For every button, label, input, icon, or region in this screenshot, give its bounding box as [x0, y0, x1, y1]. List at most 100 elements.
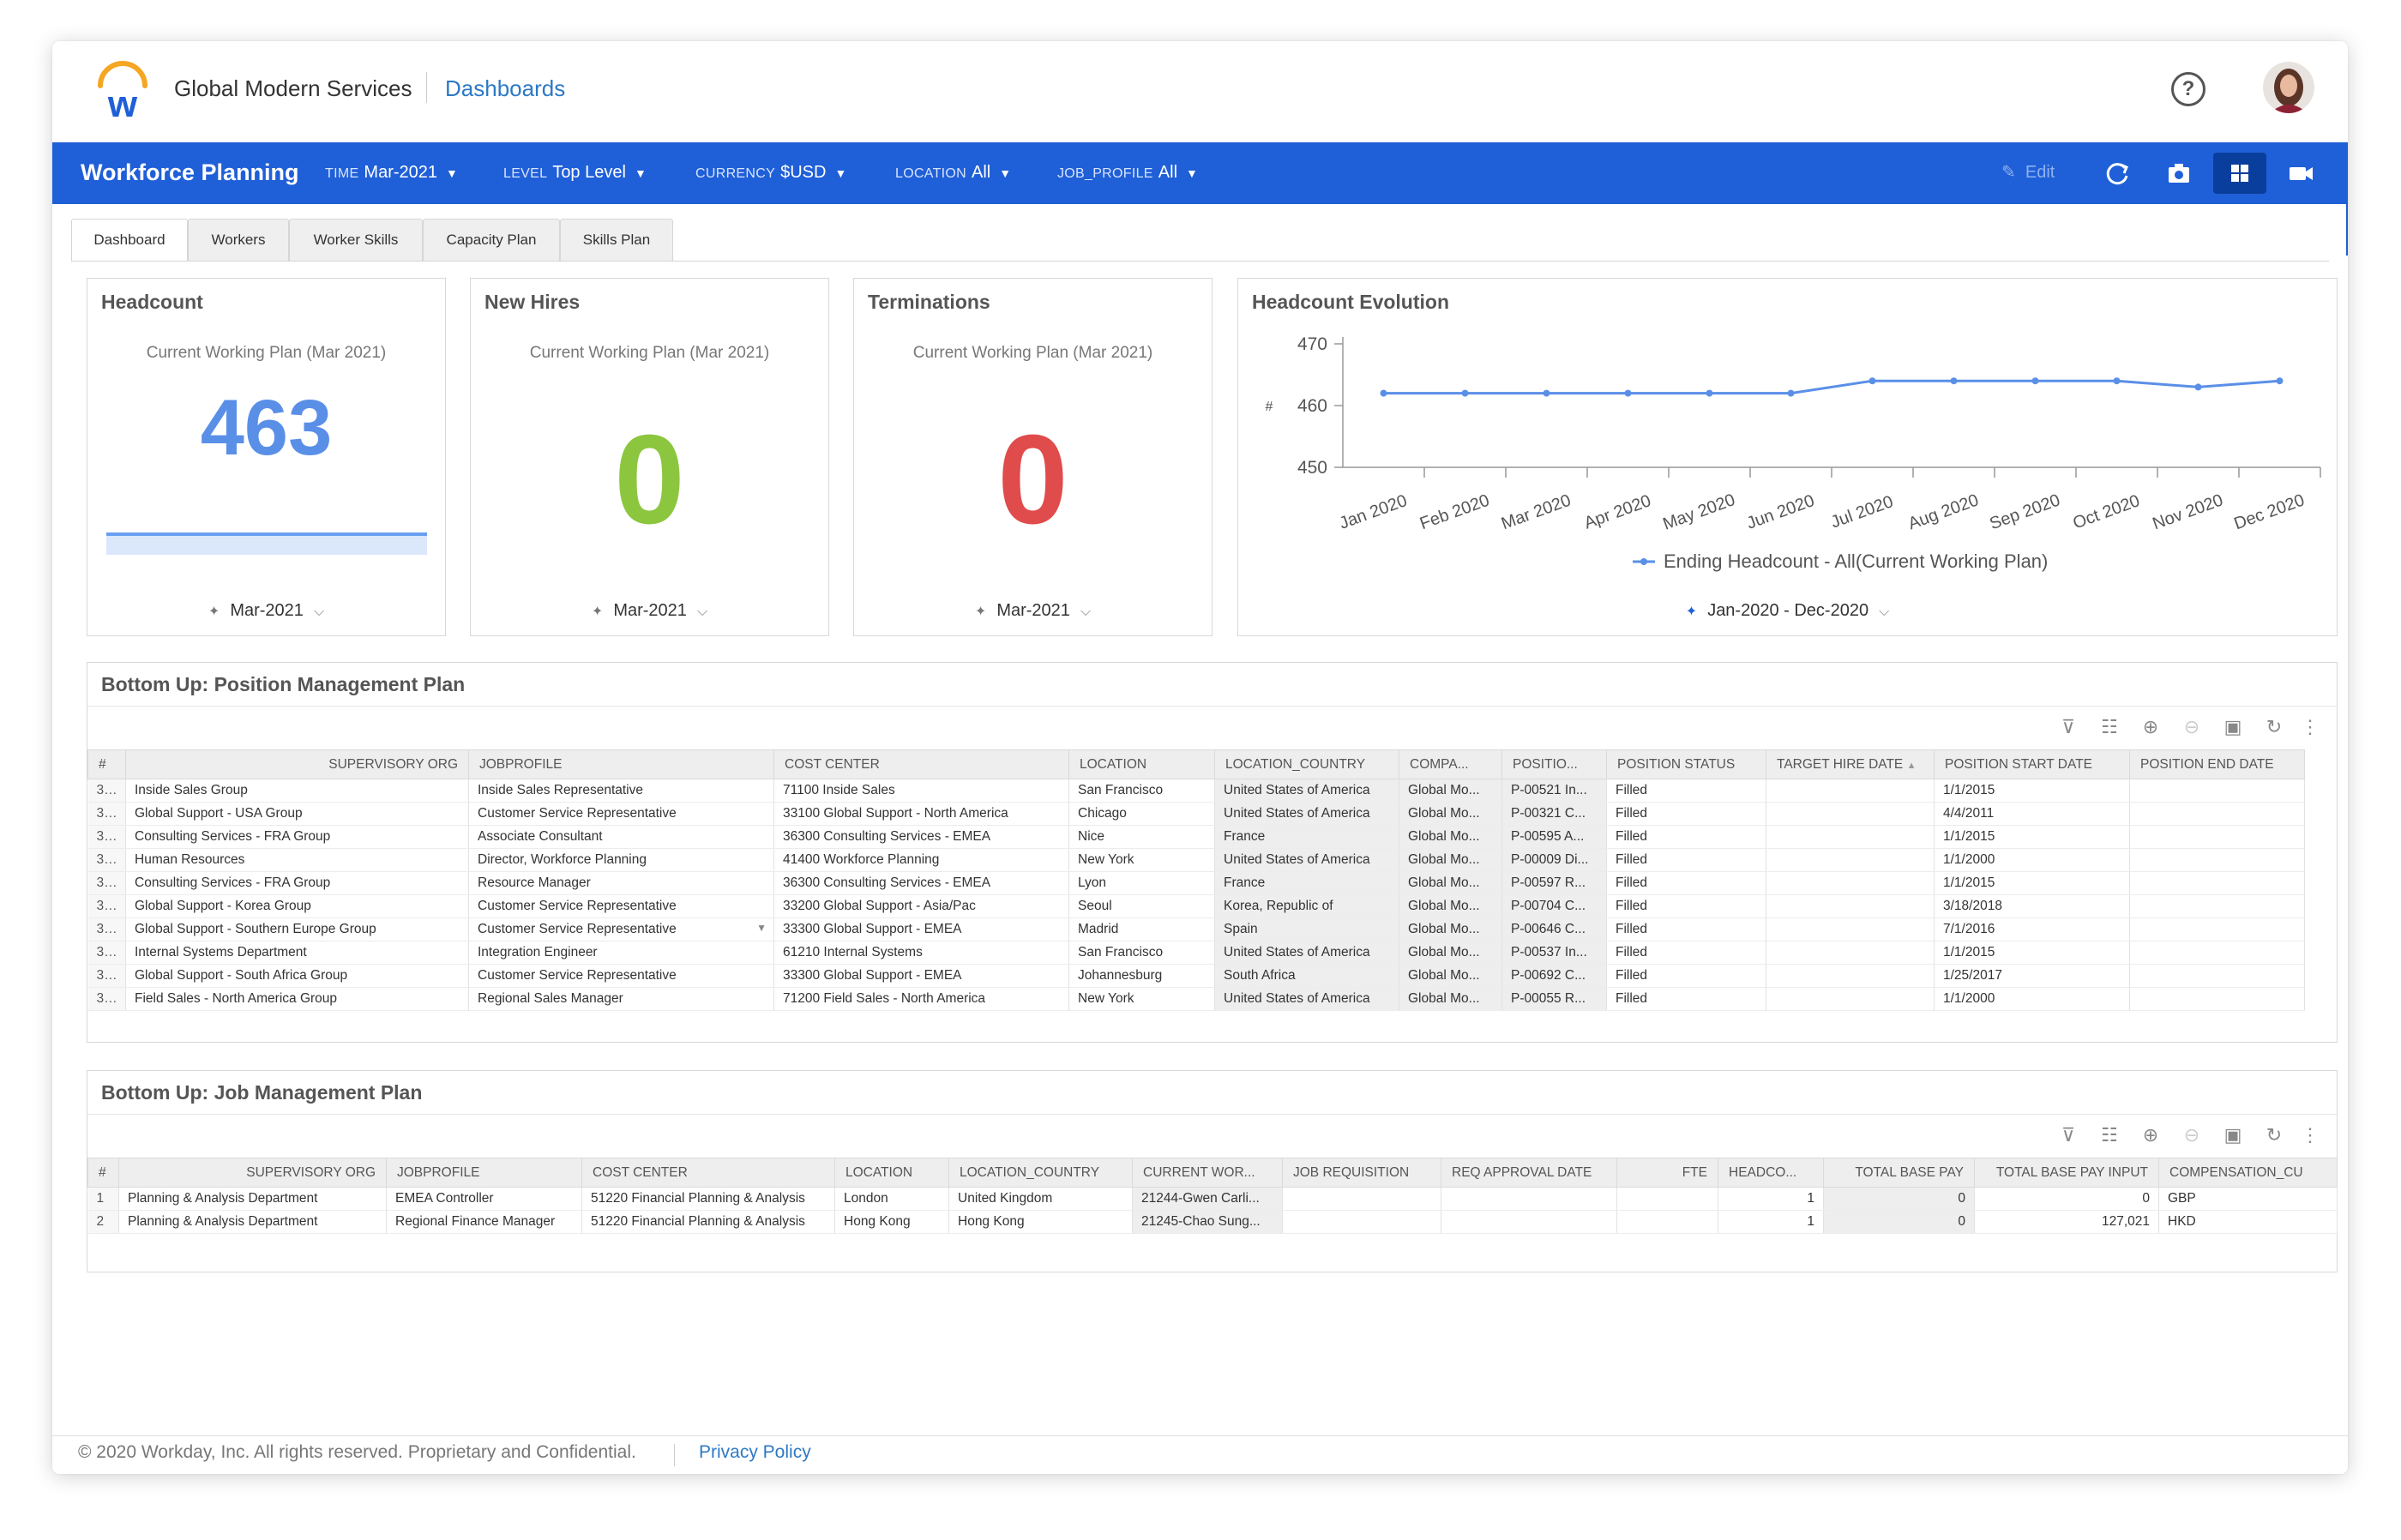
column-header[interactable]: TOTAL BASE PAY INPUT — [1974, 1158, 2159, 1188]
table-cell[interactable]: Madrid — [1068, 917, 1215, 941]
column-header[interactable]: # — [87, 1158, 119, 1188]
table-cell[interactable]: Associate Consultant — [468, 825, 774, 849]
table-cell[interactable] — [2129, 802, 2305, 826]
table-cell[interactable]: San Francisco — [1068, 779, 1215, 803]
period-selector[interactable]: ✦ Mar-2021 ⌵ — [87, 601, 445, 621]
table-cell[interactable]: 0 — [1823, 1210, 1975, 1234]
table-cell[interactable]: 4/4/2011 — [1934, 802, 2130, 826]
table-cell[interactable]: 1/25/2017 — [1934, 964, 2130, 988]
table-cell[interactable]: Global Mo... — [1399, 802, 1502, 826]
column-header[interactable]: # — [87, 749, 126, 779]
table-cell[interactable]: United States of America — [1214, 987, 1399, 1011]
table-cell[interactable]: Global Mo... — [1399, 779, 1502, 803]
table-cell[interactable]: 1/1/2015 — [1934, 871, 2130, 895]
column-header[interactable]: LOCATION — [834, 1158, 949, 1188]
table-cell[interactable]: EMEA Controller — [386, 1187, 582, 1211]
table-cell[interactable] — [1766, 917, 1935, 941]
table-cell[interactable]: 2 — [87, 1210, 119, 1234]
table-cell[interactable]: P-00009 Di... — [1501, 848, 1607, 872]
column-header[interactable]: COMPENSATION_CU — [2158, 1158, 2338, 1188]
table-cell[interactable] — [1766, 802, 1935, 826]
table-cell[interactable]: 33300 Global Support - EMEA — [773, 917, 1069, 941]
table-cell[interactable] — [1441, 1187, 1617, 1211]
prompt-currency[interactable]: CURRENCY $USD ▼ — [695, 163, 846, 183]
table-cell[interactable]: United States of America — [1214, 848, 1399, 872]
table-row[interactable]: 305 Global Support - USA Group Customer Se… — [87, 802, 2305, 826]
table-cell[interactable]: Global Mo... — [1399, 871, 1502, 895]
table-row[interactable]: 311 Internal Systems Department Integratio… — [87, 941, 2305, 965]
table-cell[interactable]: 1 — [1718, 1210, 1824, 1234]
edit-button[interactable]: ✎ Edit — [2001, 161, 2055, 183]
table-cell[interactable]: P-00537 In... — [1501, 941, 1607, 965]
table-cell[interactable]: HKD — [2158, 1210, 2338, 1234]
table-cell[interactable]: Filled — [1606, 894, 1766, 918]
table-cell[interactable]: Director, Workforce Planning — [468, 848, 774, 872]
table-cell[interactable]: 41400 Workforce Planning — [773, 848, 1069, 872]
camera-icon[interactable] — [2160, 154, 2198, 192]
table-cell[interactable]: P-00521 In... — [1501, 779, 1607, 803]
table-cell[interactable]: Consulting Services - FRA Group — [125, 825, 469, 849]
remove-row-icon[interactable]: ⊖ — [2183, 716, 2200, 737]
table-cell[interactable]: 304 — [87, 779, 126, 803]
filter-icon[interactable]: ⊽ — [2061, 716, 2076, 737]
table-cell[interactable] — [1616, 1210, 1718, 1234]
table-cell[interactable]: Korea, Republic of — [1214, 894, 1399, 918]
table-cell[interactable]: Inside Sales Representative — [468, 779, 774, 803]
table-cell[interactable]: London — [834, 1187, 949, 1211]
column-header[interactable]: FTE — [1616, 1158, 1718, 1188]
table-cell[interactable]: Filled — [1606, 871, 1766, 895]
column-header[interactable]: LOCATION_COUNTRY — [948, 1158, 1133, 1188]
column-header[interactable]: POSITION START DATE — [1934, 749, 2130, 779]
table-cell[interactable]: 21245-Chao Sung... — [1132, 1210, 1283, 1234]
table-cell[interactable]: GBP — [2158, 1187, 2338, 1211]
table-cell[interactable]: 1/1/2015 — [1934, 779, 2130, 803]
table-cell[interactable]: Global Mo... — [1399, 825, 1502, 849]
more-icon[interactable]: ⋮ — [2301, 1124, 2320, 1146]
table-cell[interactable] — [1766, 825, 1935, 849]
table-cell[interactable]: 71100 Inside Sales — [773, 779, 1069, 803]
table-cell[interactable]: Inside Sales Group — [125, 779, 469, 803]
prompt-location[interactable]: LOCATION All ▼ — [895, 163, 1011, 183]
table-cell[interactable]: 1/1/2015 — [1934, 941, 2130, 965]
add-row-icon[interactable]: ⊕ — [2142, 716, 2159, 737]
refresh-icon[interactable]: ↻ — [2266, 716, 2283, 737]
more-icon[interactable]: ⋮ — [2301, 716, 2320, 737]
table-cell[interactable]: Resource Manager — [468, 871, 774, 895]
table-cell[interactable]: 1 — [1718, 1187, 1824, 1211]
period-selector[interactable]: ✦ Mar-2021 ⌵ — [471, 601, 828, 621]
table-cell[interactable]: Planning & Analysis Department — [118, 1210, 387, 1234]
table-cell[interactable] — [2129, 848, 2305, 872]
table-cell[interactable]: 36300 Consulting Services - EMEA — [773, 825, 1069, 849]
table-cell[interactable]: Global Mo... — [1399, 941, 1502, 965]
table-cell[interactable] — [1282, 1187, 1441, 1211]
table-row[interactable]: 312 Global Support - South Africa Group Cu… — [87, 964, 2305, 988]
column-header[interactable]: POSITION STATUS — [1606, 749, 1766, 779]
table-cell[interactable]: 127,021 — [1974, 1210, 2159, 1234]
dropdown-icon[interactable]: ▼ — [756, 922, 767, 934]
table-row[interactable]: 304 Inside Sales Group Inside Sales Repres… — [87, 779, 2305, 803]
table-cell[interactable]: United Kingdom — [948, 1187, 1133, 1211]
table-cell[interactable]: 1/1/2000 — [1934, 987, 2130, 1011]
table-cell[interactable]: Regional Sales Manager — [468, 987, 774, 1011]
table-row[interactable]: 313 Field Sales - North America Group Regi… — [87, 987, 2305, 1011]
table-cell[interactable]: 33300 Global Support - EMEA — [773, 964, 1069, 988]
table-cell[interactable]: Filled — [1606, 825, 1766, 849]
table-cell[interactable]: Human Resources — [125, 848, 469, 872]
column-header[interactable]: LOCATION — [1068, 749, 1215, 779]
table-cell[interactable] — [2129, 987, 2305, 1011]
dashboards-link[interactable]: Dashboards — [445, 75, 566, 101]
column-header[interactable]: COST CENTER — [773, 749, 1069, 779]
column-header[interactable]: SUPERVISORY ORG — [118, 1158, 387, 1188]
table-cell[interactable] — [1766, 987, 1935, 1011]
video-icon[interactable] — [2282, 154, 2320, 192]
table-row[interactable]: 309 Global Support - Korea Group Customer … — [87, 894, 2305, 918]
table-cell[interactable]: Filled — [1606, 779, 1766, 803]
column-header[interactable]: REQ APPROVAL DATE — [1441, 1158, 1617, 1188]
table-cell[interactable]: Filled — [1606, 802, 1766, 826]
table-cell[interactable]: 305 — [87, 802, 126, 826]
table-cell[interactable]: 33100 Global Support - North America — [773, 802, 1069, 826]
tab-capacity-plan[interactable]: Capacity Plan — [423, 219, 560, 262]
table-cell[interactable] — [1766, 848, 1935, 872]
table-cell[interactable]: Hong Kong — [948, 1210, 1133, 1234]
table-cell[interactable]: P-00646 C... — [1501, 917, 1607, 941]
